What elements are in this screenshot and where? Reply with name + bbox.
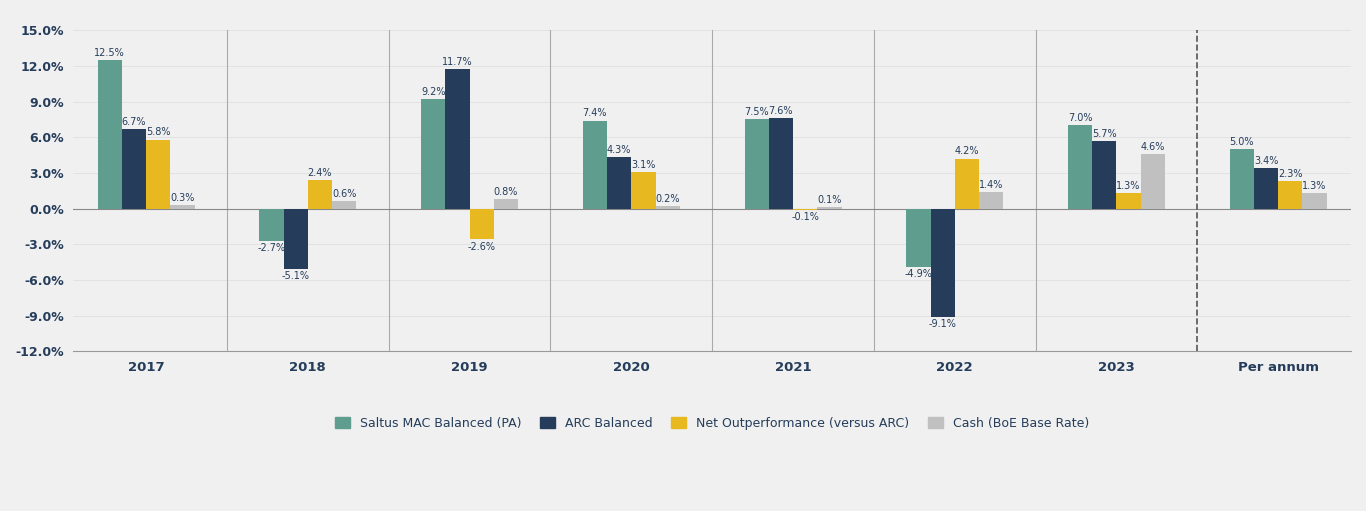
Bar: [1141, 154, 1165, 208]
Bar: [906, 208, 930, 267]
Bar: [1279, 181, 1303, 208]
Bar: [930, 208, 955, 317]
Text: 5.0%: 5.0%: [1229, 137, 1254, 147]
Bar: [979, 192, 1003, 208]
Text: 3.1%: 3.1%: [631, 159, 656, 170]
Bar: [171, 205, 194, 208]
Bar: [817, 207, 841, 208]
Bar: [1254, 168, 1279, 208]
Text: -2.6%: -2.6%: [467, 242, 496, 251]
Text: 5.8%: 5.8%: [146, 127, 171, 137]
Bar: [470, 208, 494, 240]
Legend: Saltus MAC Balanced (PA), ARC Balanced, Net Outperformance (versus ARC), Cash (B: Saltus MAC Balanced (PA), ARC Balanced, …: [329, 412, 1094, 435]
Bar: [284, 208, 307, 269]
Text: 1.3%: 1.3%: [1302, 181, 1326, 191]
Bar: [421, 99, 445, 208]
Bar: [631, 172, 656, 208]
Text: -9.1%: -9.1%: [929, 319, 956, 329]
Bar: [1068, 125, 1093, 208]
Text: 7.0%: 7.0%: [1068, 113, 1093, 123]
Bar: [769, 118, 794, 208]
Bar: [607, 157, 631, 208]
Text: 1.3%: 1.3%: [1116, 181, 1141, 191]
Text: 7.6%: 7.6%: [769, 106, 794, 116]
Bar: [656, 206, 680, 208]
Text: 12.5%: 12.5%: [94, 48, 126, 58]
Text: 2.4%: 2.4%: [307, 168, 332, 178]
Bar: [332, 201, 357, 208]
Text: 5.7%: 5.7%: [1091, 129, 1116, 138]
Text: 0.6%: 0.6%: [332, 189, 357, 199]
Text: 0.1%: 0.1%: [817, 195, 841, 205]
Text: 0.2%: 0.2%: [656, 194, 680, 204]
Text: 4.6%: 4.6%: [1141, 142, 1165, 152]
Text: 3.4%: 3.4%: [1254, 156, 1279, 166]
Text: 2.3%: 2.3%: [1279, 169, 1303, 179]
Bar: [794, 208, 817, 210]
Text: 6.7%: 6.7%: [122, 117, 146, 127]
Bar: [146, 140, 171, 208]
Text: 4.3%: 4.3%: [607, 145, 631, 155]
Bar: [260, 208, 284, 241]
Bar: [1093, 141, 1116, 208]
Bar: [307, 180, 332, 208]
Bar: [1229, 149, 1254, 208]
Bar: [955, 158, 979, 208]
Text: 7.5%: 7.5%: [744, 107, 769, 117]
Text: -0.1%: -0.1%: [791, 212, 820, 222]
Text: 0.8%: 0.8%: [493, 187, 518, 197]
Bar: [494, 199, 518, 208]
Text: -4.9%: -4.9%: [904, 269, 933, 279]
Bar: [1116, 193, 1141, 208]
Text: 1.4%: 1.4%: [979, 180, 1004, 190]
Bar: [583, 121, 607, 208]
Bar: [97, 60, 122, 208]
Bar: [744, 120, 769, 208]
Bar: [1303, 193, 1326, 208]
Bar: [445, 69, 470, 208]
Text: 7.4%: 7.4%: [583, 108, 607, 119]
Text: 9.2%: 9.2%: [421, 87, 445, 97]
Text: -5.1%: -5.1%: [281, 271, 310, 282]
Text: 0.3%: 0.3%: [171, 193, 195, 203]
Bar: [122, 129, 146, 208]
Text: 4.2%: 4.2%: [955, 147, 979, 156]
Text: -2.7%: -2.7%: [257, 243, 285, 253]
Text: 11.7%: 11.7%: [443, 57, 473, 67]
